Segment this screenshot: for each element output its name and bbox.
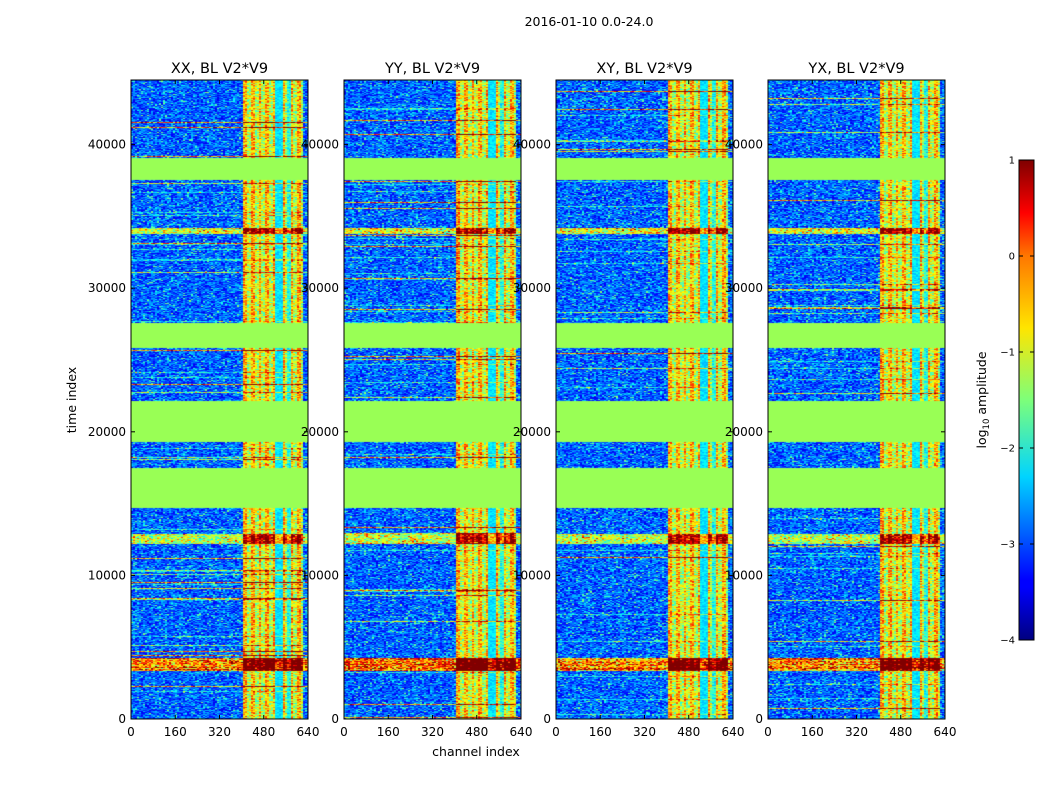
colorbar-tick-label: −2 [1000, 444, 1015, 455]
panel-3: XY, BL V2*V9 0 160 320 480 640 0 10000 20000 3000… [513, 61, 745, 739]
colorbar-label-main: log [974, 429, 989, 448]
panel-title: YX, BL V2*V9 [807, 61, 904, 77]
x-tick-label: 0 [127, 725, 135, 739]
x-tick-label: 640 [722, 725, 745, 739]
y-tick-label: 40000 [301, 138, 339, 152]
y-tick-label: 40000 [513, 138, 551, 152]
x-tick-label: 640 [297, 725, 320, 739]
figure-suptitle: 2016-01-10 0.0-24.0 [525, 14, 654, 29]
y-tick-label: 10000 [725, 568, 763, 582]
x-tick-label: 480 [252, 725, 275, 739]
panel-title: YY, BL V2*V9 [384, 61, 480, 77]
y-tick-label: 20000 [513, 425, 551, 439]
x-tick-label: 320 [845, 725, 868, 739]
colorbar: 10−1−2−3−4 log10 amplitude [974, 156, 1035, 647]
x-tick-label: 320 [633, 725, 656, 739]
y-tick-label: 0 [331, 712, 339, 726]
y-tick-label: 20000 [301, 425, 339, 439]
panel-heatmap-image [556, 80, 733, 719]
panels-group: XX, BL V2*V9 0 160 320 480 640 0 10000 20000 3000… [88, 61, 957, 739]
y-tick-label: 0 [755, 712, 763, 726]
colorbar-tick-label: −4 [1000, 636, 1015, 647]
y-tick-label: 30000 [513, 281, 551, 295]
x-tick-label: 480 [889, 725, 912, 739]
x-tick-label: 320 [421, 725, 444, 739]
colorbar-tick-label: −3 [1000, 540, 1015, 551]
y-tick-label: 30000 [725, 281, 763, 295]
y-tick-label: 30000 [88, 281, 126, 295]
x-tick-label: 640 [934, 725, 957, 739]
y-tick-label: 20000 [88, 425, 126, 439]
x-axis-label: channel index [432, 744, 520, 759]
colorbar-ticks: 1 0 −1 −2 −3 −4 [1000, 156, 1034, 647]
y-tick-label: 40000 [725, 138, 763, 152]
x-tick-label: 160 [377, 725, 400, 739]
panel-heatmap-image [768, 80, 945, 719]
x-tick-label: 160 [164, 725, 187, 739]
x-tick-label: 0 [764, 725, 772, 739]
panel-title: XY, BL V2*V9 [596, 61, 692, 77]
y-tick-label: 10000 [88, 568, 126, 582]
panel-heatmap-image [344, 80, 521, 719]
x-tick-label: 320 [208, 725, 231, 739]
x-tick-label: 480 [465, 725, 488, 739]
y-tick-label: 0 [118, 712, 126, 726]
y-axis-label: time index [64, 367, 79, 433]
y-tick-label: 20000 [725, 425, 763, 439]
colorbar-label: log10 amplitude [974, 351, 992, 448]
colorbar-tick-label: 0 [1009, 252, 1015, 263]
colorbar-tick-label: 1 [1009, 156, 1015, 167]
panel-2: YY, BL V2*V9 0 160 320 480 640 0 10000 20000 3000… [301, 61, 533, 739]
colorbar-label-subscript: 10 [982, 419, 992, 430]
x-tick-label: 160 [801, 725, 824, 739]
y-tick-label: 10000 [301, 568, 339, 582]
panel-4: YX, BL V2*V9 0 160 320 480 640 0 10000 20000 3000… [725, 61, 957, 739]
x-tick-label: 480 [677, 725, 700, 739]
colorbar-tick-label: −1 [1000, 348, 1015, 359]
x-tick-label: 160 [589, 725, 612, 739]
colorbar-label-suffix: amplitude [974, 351, 989, 418]
colorbar-gradient [1018, 159, 1035, 641]
panel-heatmap-image [131, 80, 308, 719]
panel-1: XX, BL V2*V9 0 160 320 480 640 0 10000 20000 3000… [88, 61, 320, 739]
y-tick-label: 30000 [301, 281, 339, 295]
x-tick-label: 0 [552, 725, 560, 739]
x-tick-label: 640 [510, 725, 533, 739]
x-tick-label: 0 [340, 725, 348, 739]
panel-title: XX, BL V2*V9 [171, 61, 268, 77]
y-tick-label: 40000 [88, 138, 126, 152]
y-tick-label: 10000 [513, 568, 551, 582]
y-tick-label: 0 [543, 712, 551, 726]
